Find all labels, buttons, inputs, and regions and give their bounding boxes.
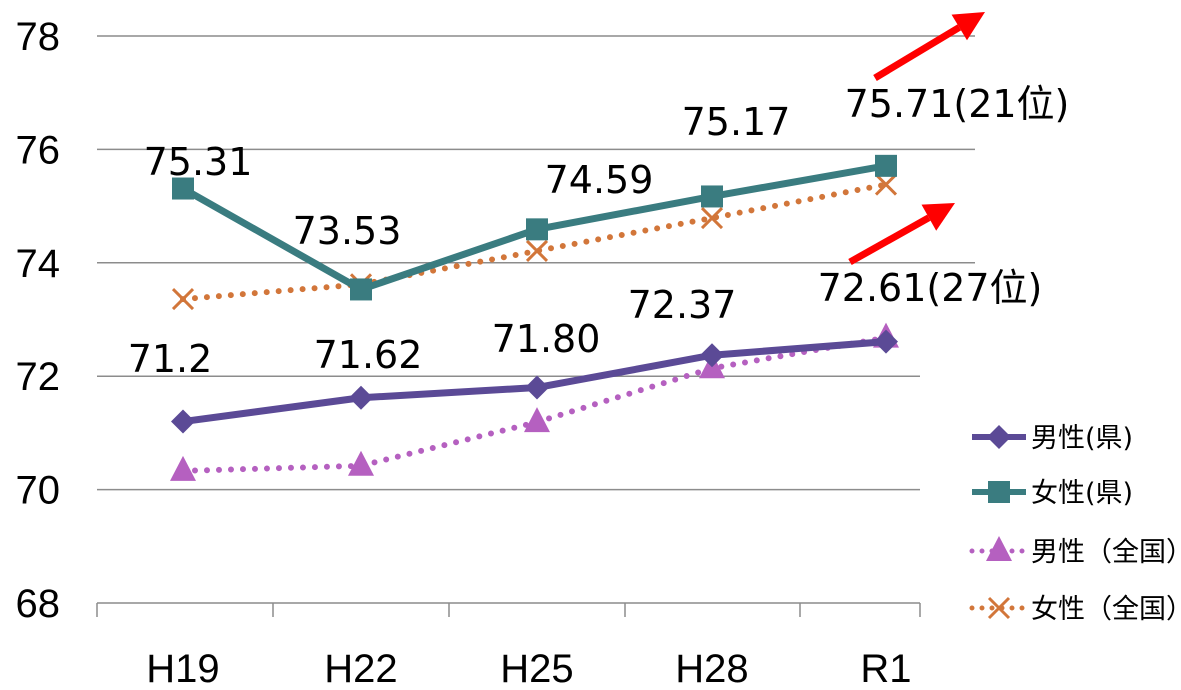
data-point	[875, 154, 897, 177]
data-label-male-pref: 71.62	[314, 333, 423, 377]
legend: 男性(県) 女性(県) 男性（全国） 女性（全国）	[969, 423, 1181, 625]
legend-label: 男性(県)	[1031, 423, 1133, 454]
data-label-female-pref: 75.31	[144, 140, 253, 184]
data-point	[171, 409, 195, 434]
data-point	[874, 329, 898, 354]
data-label-male-pref: 72.37	[628, 283, 737, 327]
data-label-female-pref: 74.59	[545, 158, 654, 202]
x-axis: H19 H22 H25 H28 R1	[96, 603, 921, 690]
data-point	[700, 206, 724, 230]
data-point	[171, 288, 195, 311]
legend-item: 女性（全国）	[969, 594, 1181, 625]
data-label-male-pref: 71.2	[128, 337, 213, 381]
y-tick-label: 70	[16, 469, 61, 513]
data-label-female-pref: 75.17	[682, 100, 791, 144]
data-label-male-pref: 72.61(27位)	[818, 266, 1043, 310]
y-tick-label: 78	[16, 15, 61, 59]
y-tick-label: 74	[16, 242, 61, 286]
legend-item: 女性(県)	[972, 478, 1133, 509]
x-tick-label: H28	[675, 647, 748, 690]
series-group	[170, 154, 899, 481]
data-point	[348, 450, 374, 476]
legend-item: 男性(県)	[972, 423, 1133, 454]
data-point	[874, 173, 898, 196]
legend-label: 女性(県)	[1031, 478, 1133, 509]
legend-marker	[988, 481, 1010, 503]
series-1	[172, 154, 897, 301]
x-tick-label: H22	[324, 647, 397, 690]
arrow-shaft	[848, 214, 931, 266]
x-tick-label: R1	[860, 647, 911, 690]
data-point	[349, 385, 373, 410]
series-line	[180, 181, 889, 303]
data-point	[700, 343, 724, 368]
arrow-head	[921, 203, 955, 231]
data-label-female-pref: 75.71(21位)	[845, 82, 1070, 126]
data-label-female-pref: 73.53	[293, 209, 402, 253]
data-point	[172, 177, 194, 200]
data-point	[170, 455, 196, 481]
data-labels: 71.2 71.62 71.80 72.37 72.61(27位) 75.31 73.53 7…	[128, 82, 1070, 381]
y-tick-label: 68	[16, 582, 61, 626]
data-point	[524, 407, 550, 433]
y-tick-label: 72	[16, 355, 61, 399]
data-point	[525, 239, 549, 262]
legend-marker	[987, 425, 1011, 449]
x-tick-label: H19	[146, 647, 219, 690]
legend-marker	[987, 596, 1011, 620]
data-label-male-pref: 71.80	[492, 317, 601, 361]
x-tick-label: H25	[500, 647, 573, 690]
grid-lines	[97, 35, 975, 604]
series-0	[171, 329, 898, 434]
red-arrow	[848, 203, 955, 266]
legend-marker	[986, 536, 1012, 561]
legend-item: 男性（全国）	[969, 536, 1181, 568]
legend-label: 男性（全国）	[1031, 537, 1181, 568]
arrow-shaft	[873, 24, 962, 82]
data-point	[701, 185, 723, 208]
legend-label: 女性（全国）	[1031, 594, 1181, 625]
red-arrow	[873, 12, 985, 82]
trend-arrows	[848, 12, 985, 266]
data-point	[350, 278, 372, 301]
data-point	[525, 375, 549, 400]
data-point	[526, 218, 548, 241]
y-axis: 68 70 72 74 76 78	[16, 15, 61, 626]
arrow-head	[951, 12, 985, 41]
y-tick-label: 76	[16, 128, 61, 172]
